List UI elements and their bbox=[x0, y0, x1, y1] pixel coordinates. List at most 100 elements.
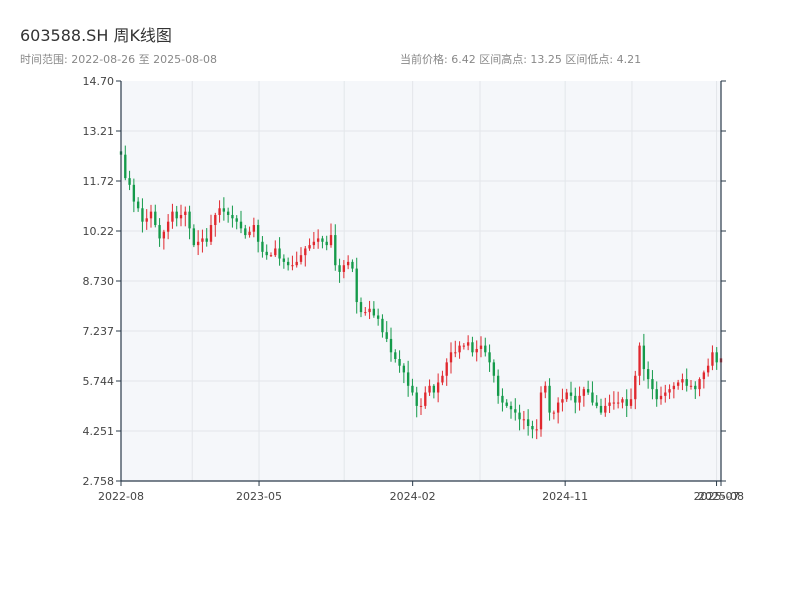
candle-body bbox=[544, 385, 547, 393]
candle bbox=[154, 204, 157, 228]
candle bbox=[441, 370, 444, 386]
candle-body bbox=[646, 369, 650, 380]
candle-body bbox=[616, 402, 620, 404]
candle bbox=[522, 410, 526, 430]
candle bbox=[702, 370, 706, 389]
candle bbox=[218, 200, 221, 223]
candle-body bbox=[269, 255, 273, 257]
candle bbox=[325, 235, 328, 251]
candle bbox=[638, 342, 641, 386]
candle bbox=[132, 178, 136, 213]
candle-body bbox=[535, 429, 538, 431]
candle bbox=[299, 247, 303, 265]
candle bbox=[569, 381, 573, 401]
candle-body bbox=[364, 312, 367, 314]
candle bbox=[235, 215, 238, 230]
candle bbox=[351, 259, 354, 273]
candle-body bbox=[569, 392, 573, 396]
candle bbox=[501, 388, 504, 412]
candle bbox=[316, 229, 320, 249]
candle bbox=[458, 341, 461, 359]
candle-body bbox=[124, 154, 127, 179]
candle-body bbox=[132, 184, 136, 202]
candle bbox=[646, 361, 650, 389]
candle bbox=[651, 370, 654, 400]
candle-body bbox=[672, 385, 676, 390]
candle bbox=[269, 252, 273, 257]
candle bbox=[561, 388, 564, 412]
candle-body bbox=[458, 345, 461, 353]
candle-body bbox=[201, 238, 204, 242]
candle-body bbox=[381, 318, 384, 333]
candle bbox=[586, 380, 590, 395]
candle-body bbox=[424, 392, 427, 406]
candle bbox=[179, 204, 183, 227]
candle-body bbox=[334, 235, 337, 266]
candle bbox=[304, 245, 307, 267]
candle bbox=[162, 229, 166, 250]
candle-body bbox=[582, 389, 586, 396]
candle bbox=[252, 217, 256, 238]
candle bbox=[454, 340, 457, 358]
candle bbox=[685, 368, 688, 392]
candle-body bbox=[441, 375, 444, 383]
candle-body bbox=[449, 352, 453, 363]
candle bbox=[591, 381, 594, 406]
candle-body bbox=[265, 251, 268, 256]
candle-body bbox=[702, 372, 706, 380]
x-tick-label: 2023-05 bbox=[236, 490, 282, 503]
candle bbox=[175, 205, 178, 227]
candle-body bbox=[539, 392, 543, 430]
candle-body bbox=[514, 409, 517, 413]
candle-body bbox=[312, 241, 316, 246]
candle-body bbox=[556, 402, 560, 413]
candle bbox=[342, 260, 346, 279]
candle-body bbox=[415, 392, 418, 406]
candle-body bbox=[128, 178, 131, 185]
candle-body bbox=[574, 395, 577, 403]
candle-body bbox=[385, 332, 388, 339]
candle-body bbox=[484, 345, 487, 353]
candle bbox=[149, 204, 153, 228]
candle bbox=[398, 350, 401, 373]
candle-body bbox=[552, 412, 556, 414]
candle bbox=[214, 212, 217, 237]
candle-body bbox=[638, 345, 641, 376]
candle-body bbox=[599, 405, 603, 413]
x-tick-label: 2024-02 bbox=[390, 490, 436, 503]
candle bbox=[711, 345, 714, 371]
candle bbox=[552, 410, 556, 420]
x-tick-label: 2024-11 bbox=[542, 490, 588, 503]
candle-body bbox=[175, 211, 178, 219]
candle-body bbox=[432, 385, 436, 393]
candle-body bbox=[578, 395, 581, 403]
candle-body bbox=[218, 208, 221, 215]
candle bbox=[389, 327, 393, 362]
x-tick-label: 2025-08 bbox=[698, 490, 744, 503]
candle bbox=[286, 257, 290, 271]
candle bbox=[556, 397, 560, 424]
candle-body bbox=[565, 392, 568, 400]
candle-body bbox=[509, 405, 513, 410]
candle-body bbox=[166, 221, 170, 232]
candle bbox=[248, 226, 251, 238]
candle-body bbox=[184, 211, 187, 215]
candle-body bbox=[689, 385, 693, 387]
candle-body bbox=[608, 402, 611, 406]
candle-body bbox=[462, 345, 466, 347]
axes: 2.758 4.251 5.744 7.237 8.730 10.22 11.72 13.21… bbox=[83, 75, 744, 503]
candle bbox=[196, 230, 200, 256]
candle bbox=[505, 399, 508, 408]
candle-body bbox=[346, 261, 350, 266]
candle-body bbox=[711, 352, 714, 366]
candle-body bbox=[496, 375, 500, 396]
candle bbox=[664, 384, 667, 403]
candle bbox=[698, 377, 701, 397]
candle bbox=[265, 244, 268, 260]
x-tick-label: 2025-07 bbox=[694, 490, 740, 503]
candle-body bbox=[715, 352, 718, 363]
candle-body bbox=[282, 258, 286, 262]
candle bbox=[205, 228, 208, 247]
candle bbox=[492, 359, 496, 383]
